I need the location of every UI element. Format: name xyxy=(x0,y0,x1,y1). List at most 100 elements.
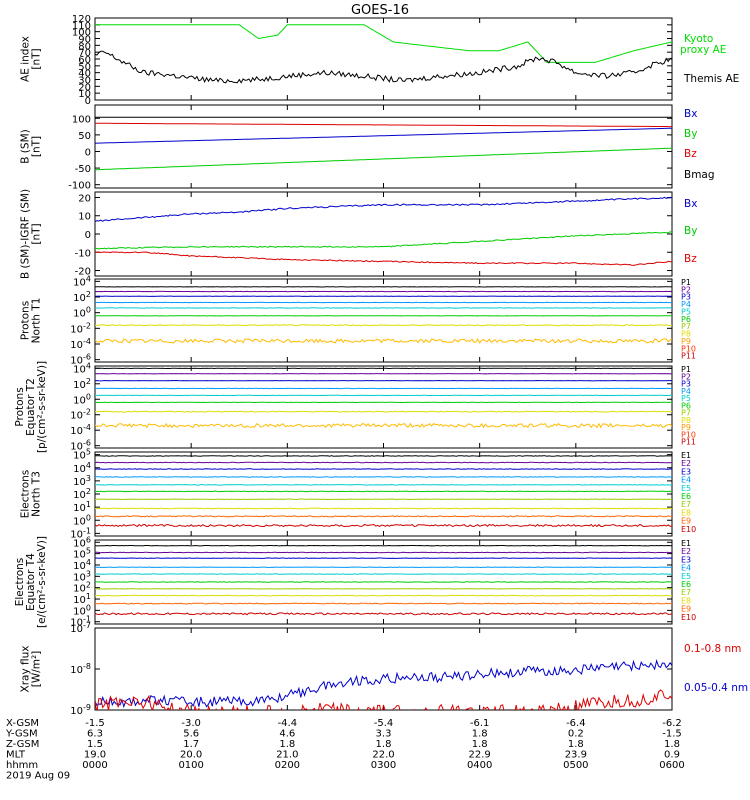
legend-e4: E4 xyxy=(681,476,691,485)
y-tick-label: 50 xyxy=(78,62,91,73)
y-tick-label: 10-8 xyxy=(70,662,91,676)
legend-bmag: Bmag xyxy=(684,169,715,181)
series-line-e9 xyxy=(95,515,672,518)
legend-e3: E3 xyxy=(681,555,691,564)
y-tick-base: 10 xyxy=(70,324,83,335)
ephemeris-value: 0200 xyxy=(275,760,300,771)
y-axis-label-line: B (SM)-IGRF (SM) xyxy=(20,189,32,279)
series-line-bx xyxy=(95,127,672,144)
series-line-e6 xyxy=(95,490,672,493)
y-tick-label: -100 xyxy=(68,181,91,192)
date-label: 2019 Aug 09 xyxy=(6,771,70,782)
series-line-e8 xyxy=(95,594,672,597)
y-tick-exponent: 2 xyxy=(86,487,91,496)
y-tick-exponent: 0 xyxy=(86,603,91,612)
ephemeris-value: 0600 xyxy=(659,760,684,771)
series-line-e4 xyxy=(95,566,672,569)
series-line-0-1-0-8-nm xyxy=(95,689,672,710)
y-tick-exponent: -6 xyxy=(83,353,91,362)
y-tick-label: 103 xyxy=(73,569,91,583)
y-tick-exponent: 3 xyxy=(86,569,91,578)
legend-p7: P7 xyxy=(681,322,691,331)
y-tick-label: 104 xyxy=(73,558,91,572)
y-tick-base: 10 xyxy=(70,665,83,676)
y-tick-base: 10 xyxy=(73,395,86,406)
y-axis-label-line: Protons xyxy=(14,387,26,426)
y-tick-exponent: -2 xyxy=(83,321,91,330)
y-tick-base: 10 xyxy=(70,618,83,629)
y-tick-label: 101 xyxy=(73,500,91,514)
legend-p7: P7 xyxy=(681,409,691,418)
legend-p10: P10 xyxy=(681,430,696,439)
legend-p8: P8 xyxy=(681,416,691,425)
y-tick-base: 10 xyxy=(70,426,83,437)
y-tick-label: 10-9 xyxy=(70,703,91,717)
y-tick-base: 10 xyxy=(70,442,83,453)
y-tick-base: 10 xyxy=(73,464,86,475)
ephemeris-value: 1.8 xyxy=(279,739,295,750)
y-tick-label: 100 xyxy=(73,306,91,320)
legend-p6: P6 xyxy=(681,401,691,410)
y-tick-label: 10-2 xyxy=(70,408,91,422)
y-tick-exponent: 1 xyxy=(86,592,91,601)
chart-title: GOES-16 xyxy=(351,3,409,18)
y-tick-base: 10 xyxy=(70,706,83,717)
y-axis-label-line: Protons xyxy=(20,301,32,340)
legend-p4: P4 xyxy=(681,387,691,396)
legend-p2: P2 xyxy=(681,285,691,294)
y-tick-label: 101 xyxy=(73,592,91,606)
series-line-e1 xyxy=(95,544,672,547)
y-tick-exponent: 6 xyxy=(86,535,91,544)
y-tick-exponent: 0 xyxy=(86,306,91,315)
y-tick-base: 10 xyxy=(73,477,86,488)
ephemeris-value: 22.0 xyxy=(372,750,394,761)
legend-p9: P9 xyxy=(681,423,691,432)
ephemeris-row-label: Y-GSM xyxy=(5,729,38,740)
y-tick-exponent: 4 xyxy=(86,461,91,470)
y-tick-label: 0 xyxy=(85,147,91,158)
legend-p10: P10 xyxy=(681,344,696,353)
legend-p1: P1 xyxy=(681,365,691,374)
ephemeris-value: -6.1 xyxy=(470,718,490,729)
y-tick-exponent: 2 xyxy=(86,377,91,386)
legend-by: By xyxy=(684,225,697,237)
ephemeris-value: 19.0 xyxy=(84,750,106,761)
y-tick-label: 100 xyxy=(72,28,91,39)
ephemeris-row-label: hhmm xyxy=(6,760,38,771)
series-line-p7 xyxy=(95,324,672,327)
ephemeris-value: -3.0 xyxy=(181,718,201,729)
legend-e4: E4 xyxy=(681,564,691,573)
legend-e7: E7 xyxy=(681,500,691,509)
y-tick-base: 10 xyxy=(70,624,83,635)
series-line-e10 xyxy=(95,523,672,528)
y-tick-label: 10-4 xyxy=(70,423,91,437)
y-tick-base: 10 xyxy=(70,340,83,351)
legend-bx: Bx xyxy=(684,198,697,210)
ephemeris-value: 5.6 xyxy=(183,729,199,740)
y-tick-label: 10 xyxy=(78,89,91,100)
y-tick-base: 10 xyxy=(73,277,86,288)
y-tick-label: 100 xyxy=(72,114,91,125)
y-tick-base: 10 xyxy=(73,572,86,583)
legend-p11: P11 xyxy=(681,352,696,361)
y-tick-label: 102 xyxy=(73,581,91,595)
series-line-0-05-0-4-nm xyxy=(95,659,672,709)
y-tick-label: 0 xyxy=(85,96,91,107)
y-axis-label-line: Xray flux xyxy=(20,646,32,693)
ephemeris-value: 6.3 xyxy=(87,729,103,740)
ephemeris-value: 1.8 xyxy=(472,739,488,750)
series-line-bx xyxy=(95,196,672,223)
legend-e1: E1 xyxy=(681,451,691,460)
y-axis-label: Xray flux [W/m²] xyxy=(20,646,43,693)
legend-kyoto-proxy: proxy AE xyxy=(680,44,726,56)
y-tick-label: 103 xyxy=(73,474,91,488)
y-axis-label-line: North T3 xyxy=(31,471,43,517)
y-axis-label: AE index [nT] xyxy=(20,36,43,82)
y-axis-label-line: B (SM) xyxy=(20,129,32,163)
legend-p5: P5 xyxy=(681,307,691,316)
y-tick-label: 10 xyxy=(78,212,91,223)
legend-e6: E6 xyxy=(681,580,691,589)
y-tick-exponent: 3 xyxy=(86,474,91,483)
